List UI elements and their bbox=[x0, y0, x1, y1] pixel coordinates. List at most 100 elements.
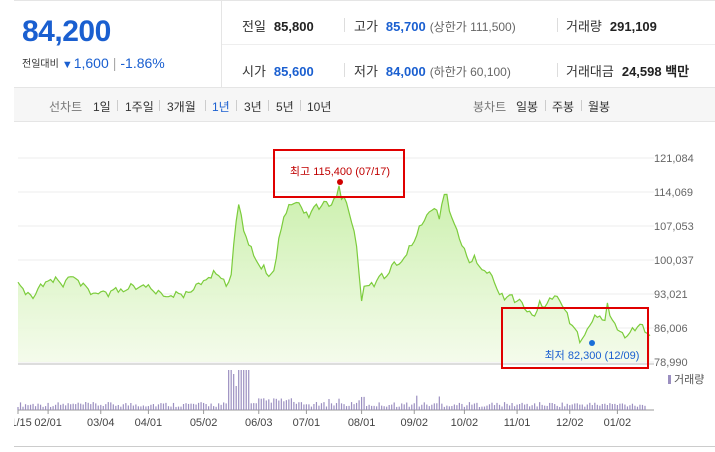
volume-bar bbox=[315, 402, 318, 410]
volume-bar bbox=[541, 404, 543, 410]
low-label: 최저 82,300 (12/09) bbox=[545, 349, 640, 362]
volume-bar bbox=[335, 403, 338, 410]
volume-bar bbox=[132, 405, 134, 410]
volume-bar bbox=[95, 403, 97, 410]
volume: 거래량 291,109 bbox=[566, 16, 657, 35]
volume-bar bbox=[22, 406, 24, 410]
tab-weekly[interactable]: 주봉 bbox=[552, 100, 575, 114]
volume-bar bbox=[313, 404, 315, 410]
volume-bar bbox=[554, 404, 556, 410]
volume-bar bbox=[498, 404, 501, 410]
volume-bar bbox=[298, 402, 300, 410]
volume-bar bbox=[576, 403, 578, 410]
tab-daily[interactable]: 일봉 bbox=[516, 100, 539, 114]
tab-3y[interactable]: 3년 bbox=[244, 100, 262, 114]
volume-bar bbox=[280, 398, 282, 410]
prev-close: 전일 85,800 bbox=[242, 16, 314, 35]
open-price: 시가 85,600 bbox=[242, 61, 314, 80]
y-tick-label: 86,006 bbox=[654, 323, 688, 335]
volume-bar bbox=[140, 406, 142, 410]
volume-bar bbox=[383, 406, 385, 410]
volume-bar bbox=[544, 405, 546, 410]
volume-bar bbox=[52, 406, 54, 410]
divider: | bbox=[112, 55, 117, 71]
volume-bar bbox=[486, 405, 488, 410]
volume-bar bbox=[373, 405, 375, 410]
volume-bar bbox=[391, 404, 393, 410]
volume-bar bbox=[330, 403, 333, 410]
volume-bar bbox=[448, 406, 450, 410]
volume-bar bbox=[250, 403, 252, 410]
open-value: 85,600 bbox=[273, 64, 314, 79]
tab-1w[interactable]: 1주일 bbox=[125, 100, 154, 114]
volume-bar bbox=[586, 404, 588, 410]
volume-bar bbox=[579, 404, 581, 410]
volume-bar bbox=[27, 405, 29, 410]
volume-bar bbox=[290, 398, 292, 410]
volume-bar bbox=[273, 398, 275, 410]
volume-bar bbox=[393, 402, 395, 410]
volume-bar bbox=[466, 405, 468, 410]
volume-bar bbox=[596, 404, 598, 410]
volume-bar bbox=[594, 402, 596, 410]
volume-bar bbox=[17, 407, 19, 410]
volume-bar bbox=[471, 404, 473, 410]
tab-1y[interactable]: 1년 bbox=[212, 100, 230, 114]
volume-bar bbox=[574, 403, 576, 410]
price-chart-svg: 121,084 114,069 107,053 100,037 93,021 86,006… bbox=[4, 149, 704, 429]
tab-3m[interactable]: 3개월 bbox=[167, 100, 196, 114]
volume-bar bbox=[571, 404, 573, 410]
volume-bar bbox=[67, 403, 69, 410]
low-value: 84,000 bbox=[385, 64, 426, 79]
volume-bar bbox=[125, 403, 127, 410]
volume-bar bbox=[44, 406, 47, 410]
high-label: 최고 115,400 (07/17) bbox=[290, 165, 390, 178]
volume-bar bbox=[431, 404, 433, 410]
volume-bar bbox=[423, 402, 425, 410]
volume-bar bbox=[39, 404, 42, 410]
x-tick-label: 03/04 bbox=[87, 417, 115, 429]
volume-bar bbox=[536, 406, 538, 410]
x-tick-label: 11/01 bbox=[504, 417, 531, 429]
volume-bar bbox=[549, 402, 551, 410]
divider bbox=[557, 18, 558, 32]
volume-bar bbox=[157, 404, 160, 410]
tab-monthly[interactable]: 월봉 bbox=[588, 100, 611, 114]
volume-bar bbox=[634, 405, 636, 410]
high-marker-dot bbox=[337, 179, 343, 185]
volume-label: 거래량 bbox=[566, 19, 602, 34]
volume-bar bbox=[639, 404, 641, 410]
volume-bar bbox=[288, 399, 290, 410]
volume-bar bbox=[333, 405, 335, 410]
tab-5y[interactable]: 5년 bbox=[276, 100, 294, 114]
volume-bar bbox=[122, 404, 124, 410]
volume-bar bbox=[363, 396, 365, 410]
volume-bar bbox=[641, 404, 644, 410]
volume-bar bbox=[453, 404, 455, 410]
quote-summary: 84,200 전일대비 ▼1,600 | -1.86% 전일 85,800 고가 85,7… bbox=[14, 0, 715, 88]
candle-chart-title: 봉차트 bbox=[473, 100, 507, 114]
volume-bar bbox=[539, 402, 541, 410]
tab-1d[interactable]: 1일 bbox=[93, 100, 111, 114]
y-tick-label: 93,021 bbox=[654, 289, 688, 301]
high-label: 고가 bbox=[354, 19, 378, 34]
x-tick-label: 08/01 bbox=[348, 417, 376, 429]
volume-bar bbox=[561, 402, 563, 410]
x-tick-label: 09/02 bbox=[400, 417, 428, 429]
volume-bar bbox=[285, 400, 287, 410]
volume-bar bbox=[436, 403, 438, 410]
volume-bar bbox=[172, 402, 175, 410]
tab-10y[interactable]: 10년 bbox=[307, 100, 332, 114]
volume-bar bbox=[182, 404, 185, 410]
price-area bbox=[17, 185, 651, 362]
volume-bar bbox=[192, 403, 195, 410]
volume-bar bbox=[75, 404, 77, 410]
volume-bar bbox=[197, 402, 200, 410]
volume-bar bbox=[137, 406, 139, 410]
price-area-fill bbox=[18, 185, 650, 362]
price-change: 전일대비 ▼1,600 | -1.86% bbox=[22, 55, 165, 71]
divider bbox=[117, 100, 118, 111]
row-divider bbox=[222, 44, 715, 45]
volume-bar bbox=[220, 404, 222, 410]
